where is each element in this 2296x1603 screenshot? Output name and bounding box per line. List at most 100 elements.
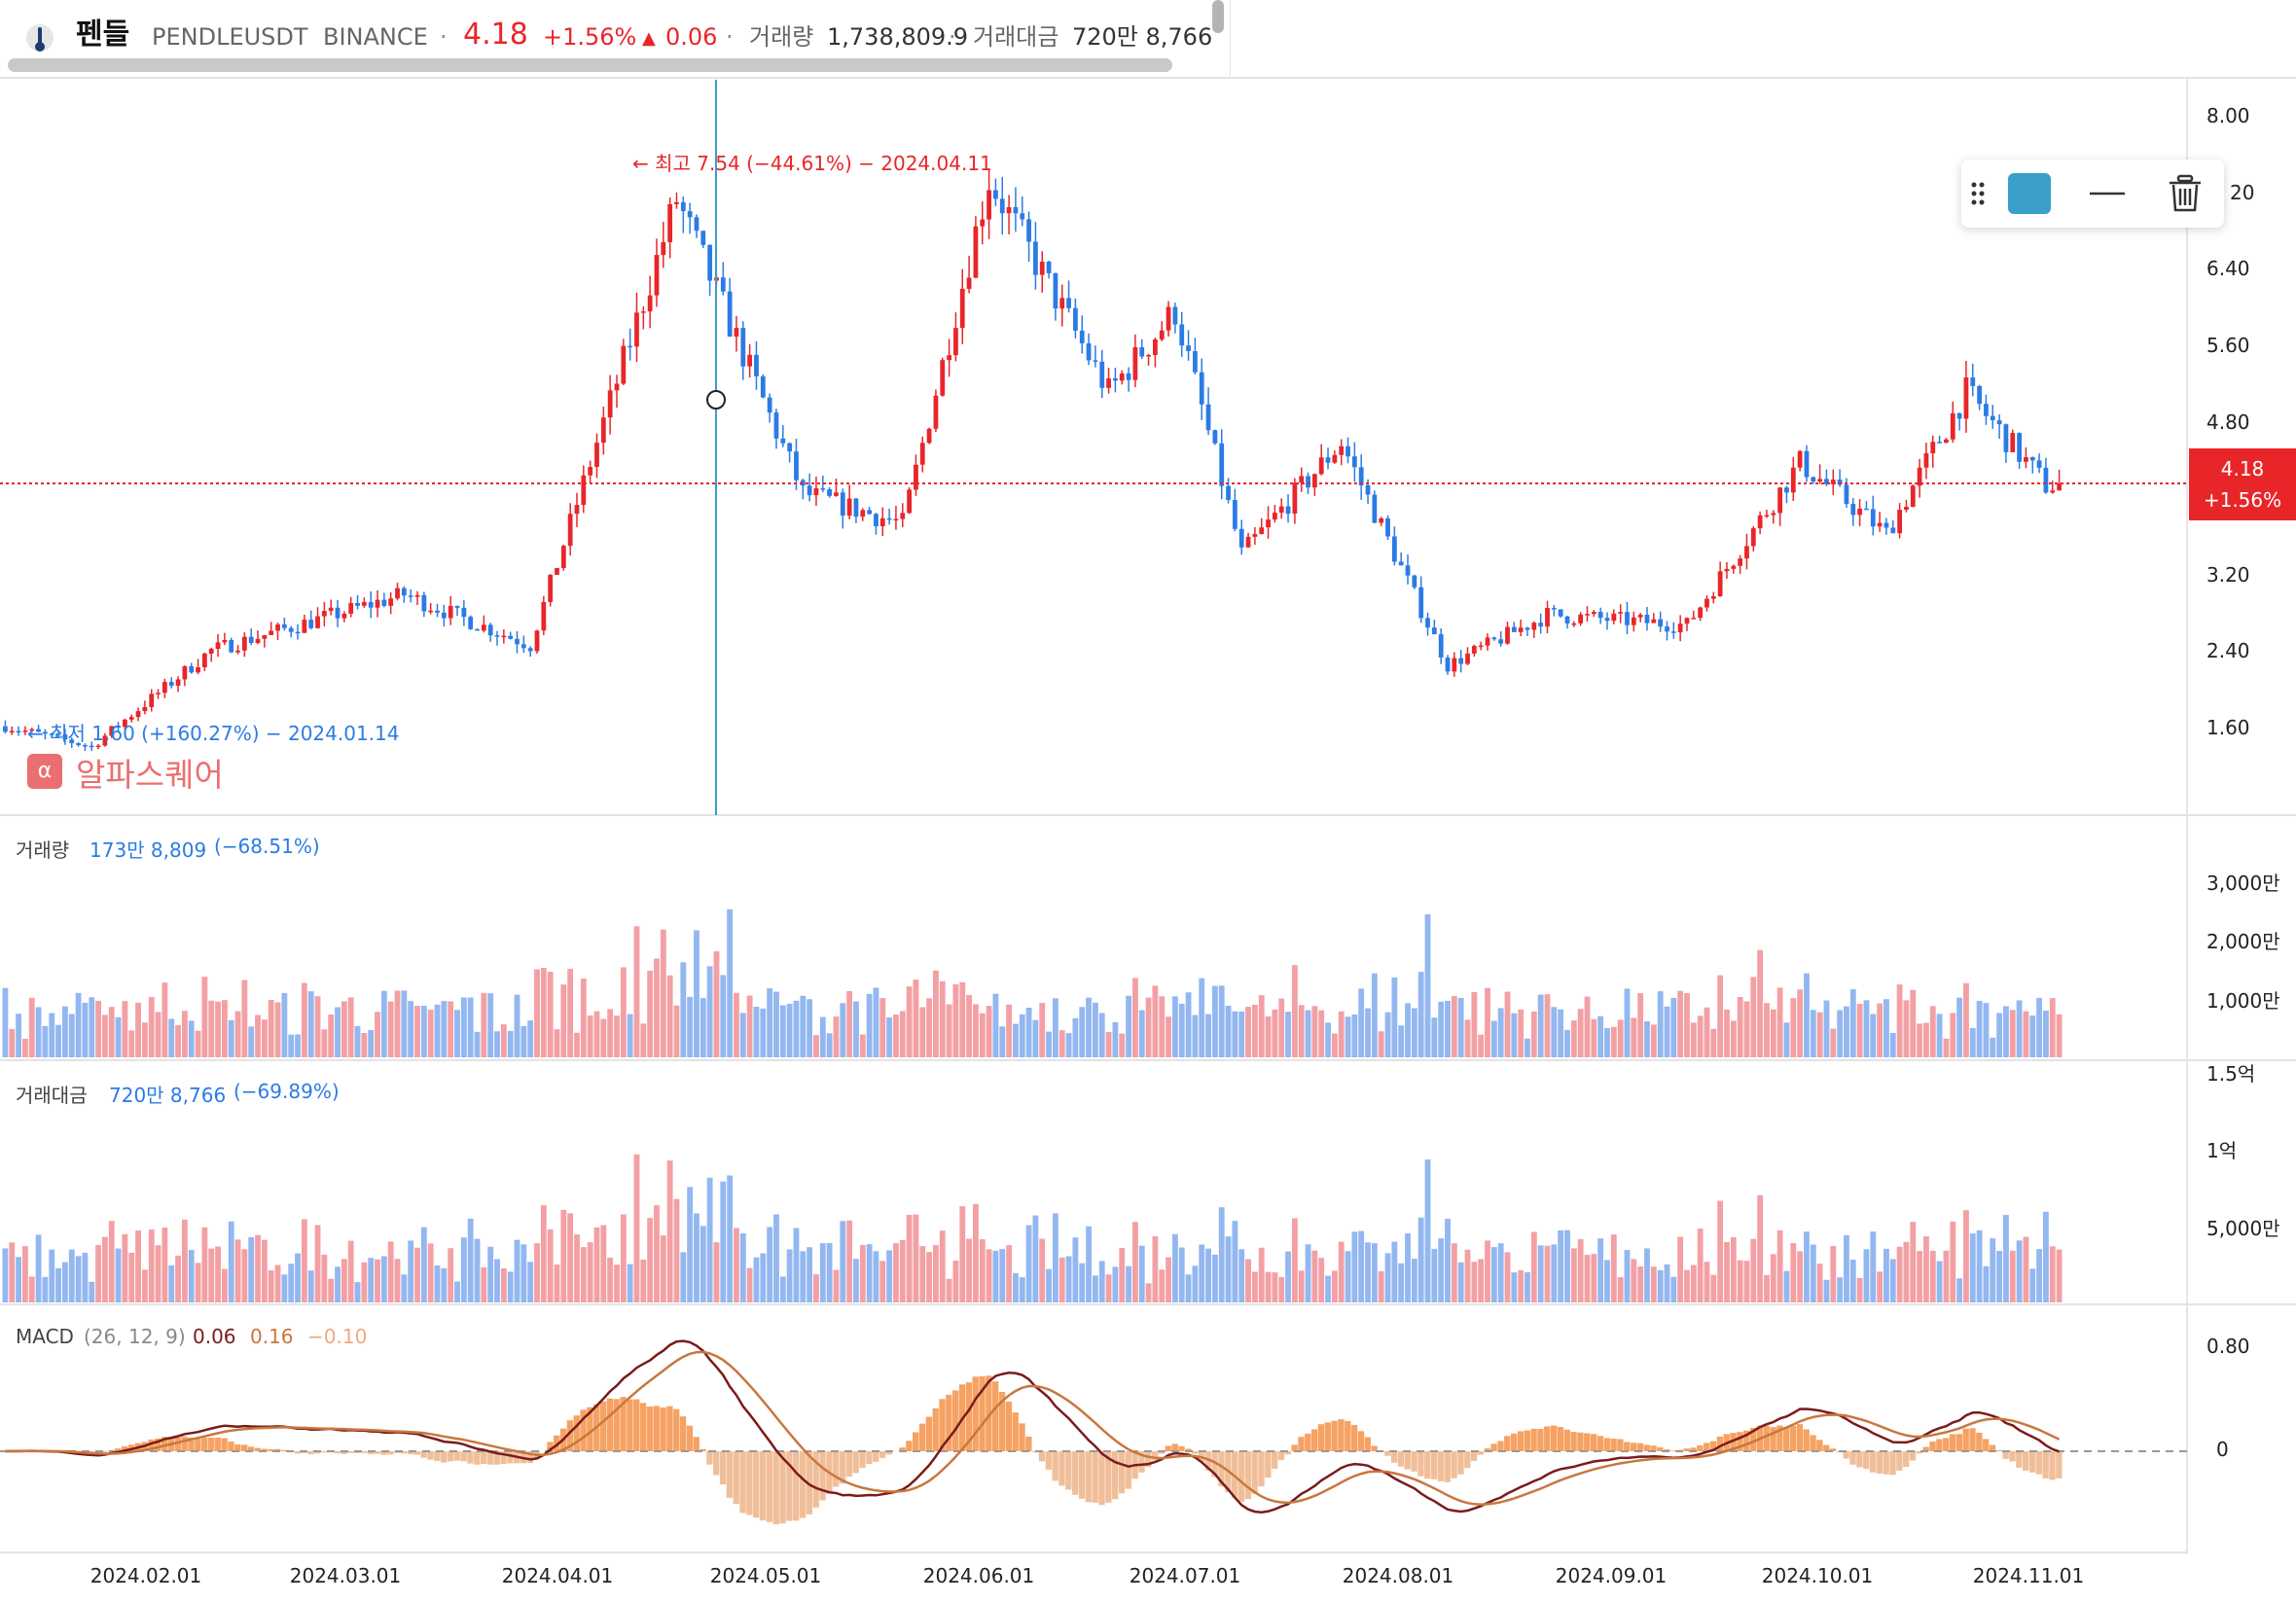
volume-bar bbox=[1199, 978, 1205, 1057]
amount-panel-title: 거래대금 bbox=[16, 1084, 88, 1107]
candle-body bbox=[628, 345, 633, 348]
volume-bar bbox=[1039, 1238, 1046, 1302]
candle-body bbox=[1026, 219, 1031, 242]
volume-bar bbox=[939, 1230, 946, 1302]
volume-bar bbox=[1218, 1207, 1225, 1302]
drawing-toolbar bbox=[1961, 160, 2224, 228]
volume-bar bbox=[879, 1261, 886, 1302]
volume-bar bbox=[1910, 1222, 1917, 1302]
macd-histogram-bar bbox=[1258, 1451, 1265, 1486]
drag-handle-icon[interactable] bbox=[1969, 179, 1987, 208]
candle-body bbox=[89, 745, 94, 748]
candle-body bbox=[1405, 565, 1411, 576]
candle-body bbox=[95, 745, 101, 748]
volume-bar bbox=[600, 1225, 607, 1302]
candle-body bbox=[1698, 607, 1704, 619]
volume-bar bbox=[1591, 1254, 1597, 1302]
volume-bar bbox=[128, 1252, 135, 1302]
volume-bar bbox=[1497, 1243, 1504, 1302]
macd-histogram-bar bbox=[2049, 1451, 2056, 1480]
macd-histogram-bar bbox=[1823, 1444, 1830, 1451]
macd-histogram-bar bbox=[1338, 1419, 1345, 1451]
candle-body bbox=[720, 277, 726, 292]
volume-bar bbox=[1079, 1007, 1086, 1057]
volume-bar bbox=[1338, 1241, 1345, 1302]
volume-bar bbox=[375, 1012, 380, 1057]
volume-bar bbox=[16, 1014, 21, 1057]
macd-histogram-bar bbox=[1238, 1451, 1245, 1502]
candle-body bbox=[109, 726, 115, 736]
macd-histogram-bar bbox=[1411, 1451, 1417, 1472]
volume-bar bbox=[1889, 1259, 1896, 1302]
volume-bar bbox=[228, 1019, 234, 1057]
candle-body bbox=[1850, 503, 1856, 516]
x-axis-label: 2024.03.01 bbox=[289, 1564, 402, 1587]
volume-bar bbox=[1006, 1004, 1013, 1057]
volume-bar bbox=[1530, 1231, 1537, 1302]
volume-bar bbox=[1398, 1025, 1405, 1057]
candle-body bbox=[840, 492, 845, 517]
up-triangle-icon: ▲ bbox=[642, 28, 656, 49]
candle-body bbox=[907, 489, 912, 514]
volume-bar bbox=[1830, 1028, 1837, 1057]
candle-body bbox=[1059, 298, 1065, 309]
volume-bar bbox=[1019, 1277, 1025, 1302]
volume-bar bbox=[1072, 1017, 1079, 1057]
volume-bar bbox=[82, 1002, 89, 1057]
volume-bar bbox=[1724, 1009, 1730, 1057]
header-scrollbar[interactable] bbox=[8, 58, 1172, 72]
volume-bar bbox=[448, 1248, 454, 1302]
volume-bar bbox=[1331, 1270, 1338, 1302]
macd-histogram-bar bbox=[1244, 1451, 1251, 1500]
candle-body bbox=[1558, 609, 1563, 617]
header-vertical-scroll-handle[interactable] bbox=[1212, 0, 1224, 33]
macd-histogram-bar bbox=[992, 1381, 999, 1451]
volume-bar bbox=[1544, 1245, 1551, 1302]
volume-bar bbox=[255, 1234, 261, 1302]
candle-body bbox=[1677, 623, 1683, 633]
color-swatch-button[interactable] bbox=[2008, 173, 2051, 214]
volume-bar bbox=[554, 1028, 560, 1057]
volume-bar bbox=[1976, 1229, 1983, 1302]
crosshair-marker[interactable] bbox=[706, 390, 726, 410]
volume-bar bbox=[1730, 1236, 1737, 1302]
volume-bar bbox=[886, 1250, 893, 1302]
volume-bar bbox=[1996, 1251, 2003, 1302]
macd-histogram-bar bbox=[1537, 1429, 1544, 1451]
volume-bar bbox=[414, 1247, 420, 1302]
volume-bar bbox=[1046, 1031, 1052, 1057]
volume-bar bbox=[1823, 1000, 1830, 1057]
macd-histogram-bar bbox=[1430, 1451, 1438, 1479]
volume-bar bbox=[89, 997, 95, 1057]
volume-bar bbox=[786, 1004, 793, 1057]
macd-histogram-bar bbox=[1796, 1424, 1804, 1451]
volume-bar bbox=[215, 1001, 221, 1057]
volume-bar bbox=[786, 1249, 793, 1302]
volume-bar bbox=[893, 1243, 899, 1302]
macd-histogram-bar bbox=[121, 1445, 128, 1451]
candle-body bbox=[694, 217, 700, 232]
volume-bar bbox=[933, 970, 939, 1057]
candle-body bbox=[1618, 612, 1624, 614]
volume-bar bbox=[1119, 1033, 1126, 1057]
candle-body bbox=[515, 638, 520, 645]
volume-bar bbox=[760, 1008, 767, 1057]
volume-bar bbox=[560, 1209, 567, 1302]
volume-bar bbox=[1225, 1236, 1232, 1302]
volume-bar bbox=[448, 1001, 454, 1057]
trash-icon[interactable] bbox=[2166, 173, 2205, 214]
volume-bar bbox=[793, 1228, 800, 1302]
volume-bar bbox=[328, 1278, 335, 1302]
candle-body bbox=[1418, 587, 1424, 619]
macd-histogram-bar bbox=[1384, 1451, 1391, 1456]
line-style-icon[interactable] bbox=[2088, 179, 2127, 208]
macd-histogram-bar bbox=[1005, 1401, 1013, 1451]
alpha-logo-icon: α bbox=[27, 754, 62, 789]
macd-histogram-bar bbox=[1896, 1451, 1903, 1471]
volume-bar bbox=[926, 1252, 933, 1302]
volume-bar bbox=[2009, 1250, 2016, 1302]
candle-body bbox=[1950, 412, 1955, 440]
volume-bar bbox=[1345, 1251, 1351, 1302]
volume-bar bbox=[833, 1016, 840, 1057]
